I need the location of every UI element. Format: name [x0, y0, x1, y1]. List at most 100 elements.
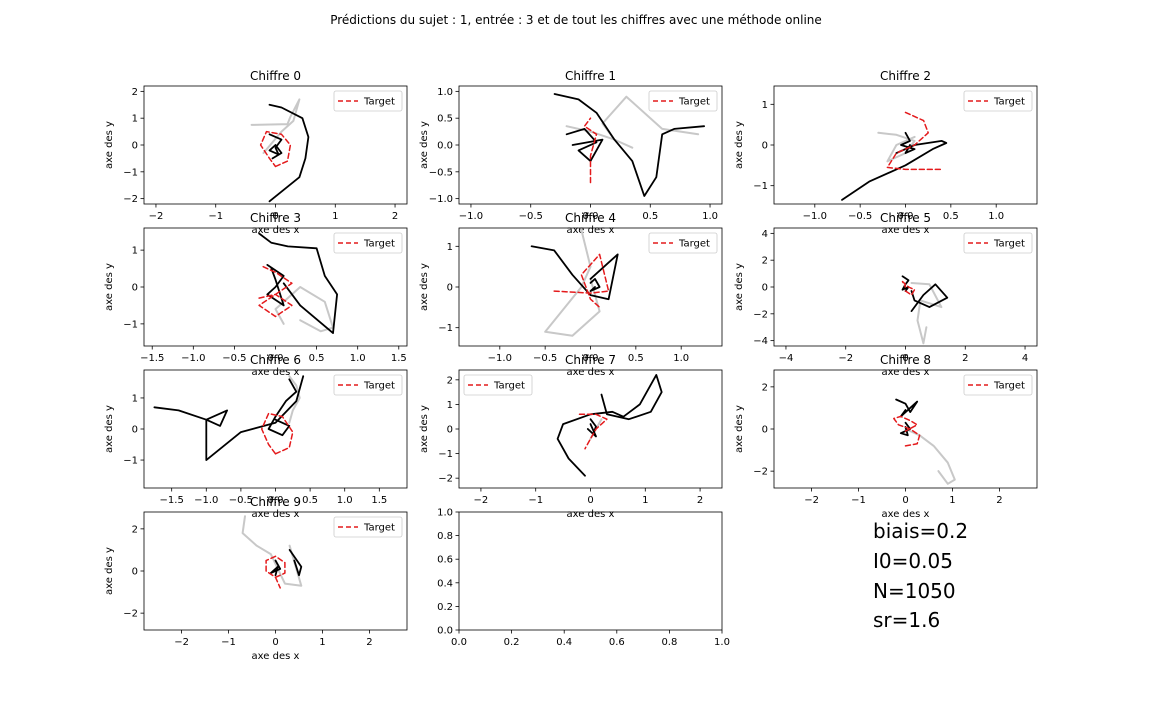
prediction-line-9-1 [288, 549, 303, 577]
prediction-line-9-2 [269, 559, 282, 577]
subplot-title-4: Chiffre 4 [565, 211, 616, 225]
param-sr: sr=1.6 [873, 608, 940, 632]
legend-label-0: Target [363, 97, 395, 108]
legend-box-8 [963, 374, 1033, 396]
legend-4: Target [648, 232, 718, 254]
y-tick-label-2-1: 0 [762, 141, 768, 152]
prediction-line-4-1 [530, 245, 619, 301]
prediction-line-2-1 [841, 139, 948, 201]
y-axis-label-2: axe des y [734, 121, 745, 169]
x-axis-label-2: axe des x [882, 225, 930, 236]
y-axis-label-4: axe des y [419, 263, 430, 311]
prediction-line-7-1 [556, 373, 663, 477]
target-line-7-3 [578, 413, 608, 450]
y-tick-label-10-5: 1.0 [437, 508, 453, 519]
legend-1: Target [648, 90, 718, 112]
prediction-line-4-2 [589, 277, 601, 293]
prediction-line-3-2 [266, 263, 285, 307]
y-tick-label-6-0: −1 [123, 456, 138, 467]
y-tick-label-10-1: 0.2 [437, 602, 453, 613]
x-tick-label-1-4: 1.0 [702, 211, 718, 222]
x-tick-label-0-0: −2 [149, 211, 164, 222]
y-tick-label-5-2: 0 [762, 283, 768, 294]
x-tick-label-1-2: 0.0 [583, 211, 599, 222]
target-line-6-3 [260, 412, 294, 455]
y-tick-label-4-0: −1 [438, 323, 453, 334]
y-tick-label-7-1: −1 [438, 449, 453, 460]
input-line-9-0 [241, 515, 303, 587]
x-tick-label-4-2: 0.0 [583, 353, 599, 364]
x-tick-label-10-2: 0.4 [556, 637, 572, 648]
legend-box-6 [333, 374, 403, 396]
x-tick-label-0-4: 2 [392, 211, 398, 222]
x-tick-label-4-3: 0.5 [628, 353, 644, 364]
x-tick-label-9-3: 1 [319, 637, 325, 648]
input-line-8-0 [904, 428, 956, 485]
y-tick-label-4-1: 0 [447, 283, 453, 294]
prediction-line-0-2 [268, 133, 283, 160]
target-line-1-3 [583, 117, 598, 184]
y-tick-label-7-2: 0 [447, 425, 453, 436]
y-tick-label-10-4: 0.8 [437, 531, 453, 542]
legend-box-3 [333, 232, 403, 254]
y-tick-label-3-0: −1 [123, 319, 138, 330]
subplot-0: −2 −1 0 1 2 −2 −1 0 1 2 Chiffre 0 axe des x axe des … [104, 69, 408, 236]
x-tick-label-2-1: −0.5 [848, 211, 872, 222]
y-tick-label-2-0: −1 [753, 181, 768, 192]
legend-label-5: Target [993, 239, 1025, 250]
prediction-line-3-1 [258, 232, 339, 335]
y-tick-label-10-2: 0.4 [437, 578, 453, 589]
legend-0: Target [333, 90, 403, 112]
y-axis-label-5: axe des y [734, 263, 745, 311]
param-i0: I0=0.05 [873, 549, 953, 573]
legend-7: Target [463, 374, 533, 396]
param-n: N=1050 [873, 579, 956, 603]
x-tick-label-8-0: −2 [804, 495, 819, 506]
legend-label-1: Target [678, 97, 710, 108]
param-biais: biais=0.2 [873, 519, 968, 543]
target-line-8-3 [893, 415, 921, 447]
x-tick-label-7-3: 1 [642, 495, 648, 506]
x-tick-label-4-0: −1.0 [488, 353, 512, 364]
subplot-title-5: Chiffre 5 [880, 211, 931, 225]
x-tick-label-7-4: 2 [697, 495, 703, 506]
legend-label-2: Target [993, 97, 1025, 108]
x-tick-label-5-1: −2 [838, 353, 853, 364]
x-tick-label-10-3: 0.6 [609, 637, 625, 648]
prediction-line-1-2 [565, 127, 604, 163]
input-line-4-0 [544, 229, 601, 337]
subplot-1: −1.0 −0.5 0.0 0.5 1.0 −1.0 −0.5 0.0 0.5 1.0 Chiffr… [419, 69, 723, 236]
target-line-9-3 [265, 555, 286, 589]
x-tick-label-0-2: 0 [272, 211, 278, 222]
x-tick-label-8-4: 2 [996, 495, 1002, 506]
y-tick-label-2-2: 1 [762, 100, 768, 111]
x-tick-label-3-3: 0.0 [268, 353, 284, 364]
axes-frame-10 [458, 511, 723, 631]
x-tick-label-3-4: 0.5 [309, 353, 325, 364]
x-axis-label-4: axe des x [567, 367, 615, 378]
input-line-3-0 [274, 286, 334, 333]
x-axis-label-8: axe des x [882, 509, 930, 520]
y-tick-label-9-2: 2 [132, 524, 138, 535]
subplot-title-0: Chiffre 0 [250, 69, 301, 83]
y-tick-label-7-0: −2 [438, 474, 453, 485]
y-tick-label-1-0: −1.0 [429, 194, 453, 205]
subplot-title-7: Chiffre 7 [565, 353, 616, 367]
y-tick-label-10-0: 0.0 [437, 626, 453, 637]
y-tick-label-0-1: −1 [123, 167, 138, 178]
x-tick-label-9-4: 2 [366, 637, 372, 648]
legend-label-4: Target [678, 239, 710, 250]
legend-6: Target [333, 374, 403, 396]
y-tick-label-9-0: −2 [123, 609, 138, 620]
x-axis-label-6: axe des x [252, 509, 300, 520]
subplot-title-1: Chiffre 1 [565, 69, 616, 83]
x-tick-label-3-1: −1.0 [181, 353, 205, 364]
y-tick-label-0-3: 1 [132, 114, 138, 125]
target-line-5-3 [901, 280, 916, 296]
legend-3: Target [333, 232, 403, 254]
x-tick-label-2-0: −1.0 [803, 211, 827, 222]
